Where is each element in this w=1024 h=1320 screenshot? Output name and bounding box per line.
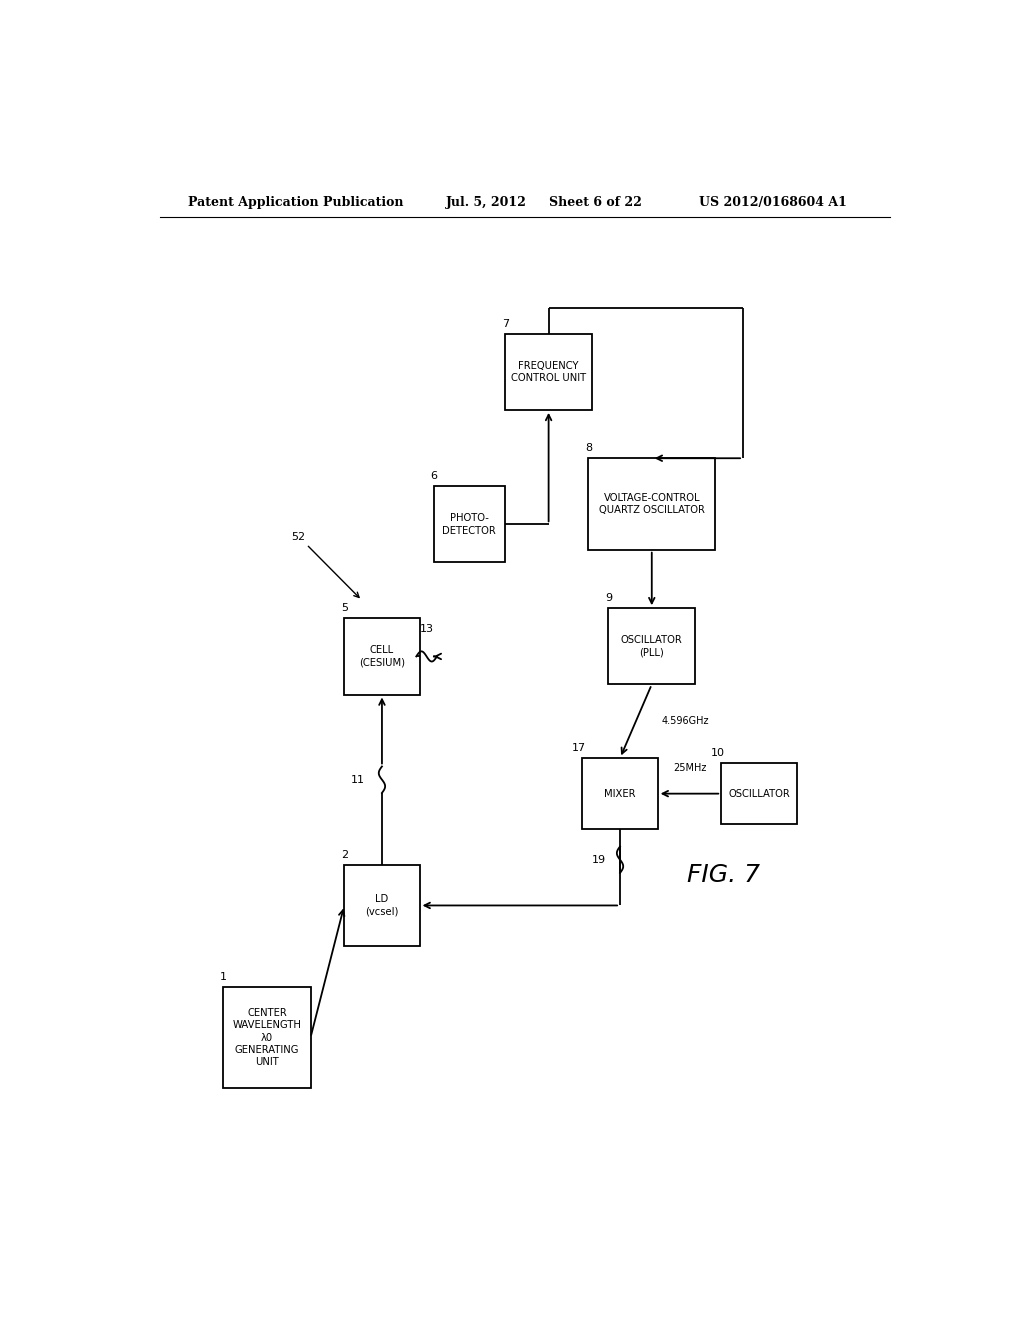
- Text: 5: 5: [341, 603, 348, 614]
- Text: Jul. 5, 2012: Jul. 5, 2012: [445, 195, 526, 209]
- Text: 19: 19: [592, 855, 606, 865]
- FancyBboxPatch shape: [608, 609, 695, 684]
- Text: 13: 13: [420, 624, 433, 634]
- Text: 52: 52: [292, 532, 359, 598]
- Text: MIXER: MIXER: [604, 788, 636, 799]
- Text: CENTER
WAVELENGTH
λ0
GENERATING
UNIT: CENTER WAVELENGTH λ0 GENERATING UNIT: [232, 1007, 301, 1068]
- Text: 8: 8: [585, 444, 592, 453]
- Text: 10: 10: [712, 748, 725, 758]
- Text: OSCILLATOR
(PLL): OSCILLATOR (PLL): [621, 635, 683, 657]
- Text: OSCILLATOR: OSCILLATOR: [728, 788, 790, 799]
- FancyBboxPatch shape: [344, 865, 420, 946]
- Text: VOLTAGE-CONTROL
QUARTZ OSCILLATOR: VOLTAGE-CONTROL QUARTZ OSCILLATOR: [599, 492, 705, 515]
- FancyBboxPatch shape: [583, 758, 657, 829]
- Text: LD
(vcsel): LD (vcsel): [366, 894, 398, 916]
- Text: Sheet 6 of 22: Sheet 6 of 22: [549, 195, 641, 209]
- Text: 9: 9: [605, 593, 612, 603]
- FancyBboxPatch shape: [223, 987, 310, 1089]
- Text: 25MHz: 25MHz: [673, 763, 707, 774]
- Text: 7: 7: [502, 318, 509, 329]
- Text: PHOTO-
DETECTOR: PHOTO- DETECTOR: [442, 513, 496, 536]
- FancyBboxPatch shape: [505, 334, 592, 411]
- FancyBboxPatch shape: [344, 618, 420, 694]
- Text: 1: 1: [220, 972, 227, 982]
- FancyBboxPatch shape: [721, 763, 797, 824]
- Text: 11: 11: [350, 775, 365, 784]
- Text: 4.596GHz: 4.596GHz: [662, 717, 709, 726]
- Text: Patent Application Publication: Patent Application Publication: [187, 195, 403, 209]
- FancyBboxPatch shape: [588, 458, 716, 549]
- Text: CELL
(CESIUM): CELL (CESIUM): [359, 645, 404, 668]
- Text: 17: 17: [572, 743, 587, 752]
- Text: 6: 6: [430, 471, 437, 480]
- Text: US 2012/0168604 A1: US 2012/0168604 A1: [699, 195, 847, 209]
- FancyBboxPatch shape: [433, 486, 505, 562]
- Text: FREQUENCY
CONTROL UNIT: FREQUENCY CONTROL UNIT: [511, 360, 586, 383]
- Text: 2: 2: [341, 850, 348, 859]
- Text: FIG. 7: FIG. 7: [687, 863, 760, 887]
